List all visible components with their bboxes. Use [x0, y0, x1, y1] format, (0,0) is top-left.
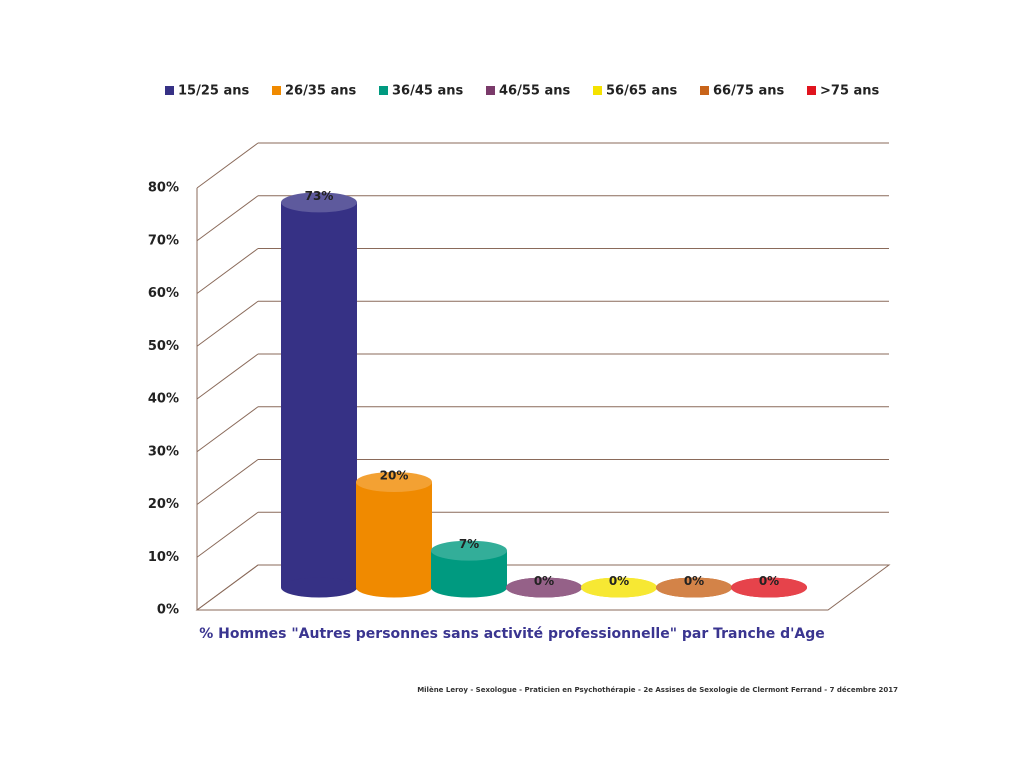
legend-swatch: [700, 86, 709, 95]
grid-diagonal: [196, 511, 259, 558]
legend-label: 66/75 ans: [713, 84, 784, 99]
legend-label: 36/45 ans: [392, 84, 463, 99]
grid-diagonal: [196, 142, 259, 189]
legend-label: 26/35 ans: [285, 84, 356, 99]
legend-swatch: [807, 86, 816, 95]
bar-body: [356, 482, 432, 588]
value-label: 0%: [759, 574, 779, 588]
y-tick-label: 80%: [148, 181, 179, 196]
bar-top: [431, 540, 507, 561]
bar-bottom: [281, 577, 357, 598]
y-tick-label: 20%: [148, 497, 179, 512]
bar: [281, 192, 357, 598]
x-axis-label: % Hommes "Autres personnes sans activité…: [199, 626, 824, 642]
footnote: Milène Leroy - Sexologue - Praticien en …: [417, 686, 898, 694]
grid-line: [196, 353, 889, 400]
legend-swatch: [593, 86, 602, 95]
legend-swatch: [486, 86, 495, 95]
bar: [731, 577, 807, 598]
bar-top: [731, 577, 807, 598]
bar: [581, 577, 657, 598]
bar-top: [281, 192, 357, 213]
grid-diagonal: [196, 353, 259, 400]
legend-label: 46/55 ans: [499, 84, 570, 99]
legend-swatch: [379, 86, 388, 95]
bar-bottom: [431, 577, 507, 598]
bar-bottom: [356, 577, 432, 598]
grid-diagonal: [196, 564, 259, 611]
y-tick-label: 30%: [148, 444, 179, 459]
bar-top: [656, 577, 732, 598]
y-tick-label: 50%: [148, 339, 179, 354]
grid-diagonal: [196, 459, 259, 505]
value-label: 7%: [459, 537, 479, 551]
grid-line: [196, 248, 889, 294]
grid-line: [196, 406, 889, 453]
bar: [656, 577, 732, 598]
value-label: 0%: [684, 574, 704, 588]
bar-top: [356, 472, 432, 492]
value-label: 20%: [380, 469, 409, 483]
y-tick-label: 10%: [148, 550, 179, 565]
y-tick-label: 0%: [157, 603, 179, 618]
y-tick-label: 60%: [148, 286, 179, 301]
legend-swatch: [272, 86, 281, 95]
bar-top: [506, 577, 582, 598]
bar: [431, 540, 507, 598]
grid-line: [196, 142, 889, 189]
grid-line: [196, 195, 889, 242]
grid-diagonal: [196, 300, 259, 347]
legend-label: 56/65 ans: [606, 84, 677, 99]
y-tick-label: 40%: [148, 392, 179, 407]
legend-swatch: [165, 86, 174, 95]
bar: [356, 472, 432, 598]
grid-line: [196, 459, 889, 505]
legend-label: 15/25 ans: [178, 84, 249, 99]
value-label: 0%: [534, 574, 554, 588]
grid-diagonal: [196, 248, 259, 294]
bar: [506, 577, 582, 598]
grid-line: [196, 300, 889, 347]
value-label: 0%: [609, 574, 629, 588]
y-tick-label: 70%: [148, 233, 179, 248]
legend-label: >75 ans: [820, 84, 880, 99]
grid-diagonal: [196, 195, 259, 242]
value-label: 73%: [305, 189, 334, 203]
bar-top: [581, 577, 657, 598]
grid-diagonal: [196, 406, 259, 453]
bar-body: [281, 202, 357, 588]
